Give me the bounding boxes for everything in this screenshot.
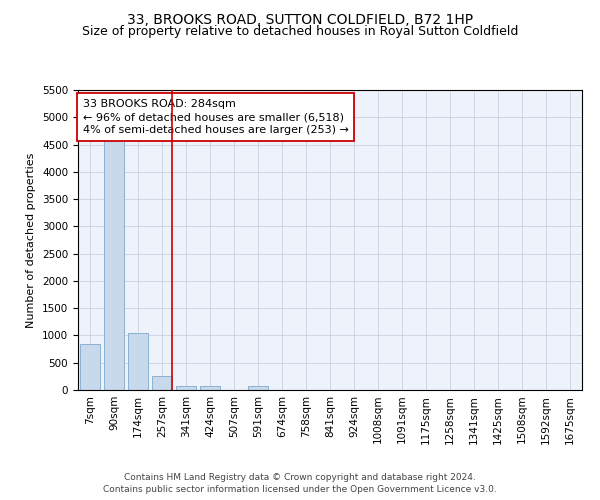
Bar <box>200 386 220 390</box>
Bar <box>152 376 172 390</box>
Bar <box>128 332 148 390</box>
Bar <box>104 120 124 390</box>
Text: Size of property relative to detached houses in Royal Sutton Coldfield: Size of property relative to detached ho… <box>82 25 518 38</box>
Bar <box>176 386 196 390</box>
Bar <box>80 344 100 390</box>
Text: Contains HM Land Registry data © Crown copyright and database right 2024.
Contai: Contains HM Land Registry data © Crown c… <box>103 473 497 494</box>
Bar <box>248 386 268 390</box>
Text: 33 BROOKS ROAD: 284sqm
← 96% of detached houses are smaller (6,518)
4% of semi-d: 33 BROOKS ROAD: 284sqm ← 96% of detached… <box>83 99 349 136</box>
Y-axis label: Number of detached properties: Number of detached properties <box>26 152 37 328</box>
Text: 33, BROOKS ROAD, SUTTON COLDFIELD, B72 1HP: 33, BROOKS ROAD, SUTTON COLDFIELD, B72 1… <box>127 12 473 26</box>
